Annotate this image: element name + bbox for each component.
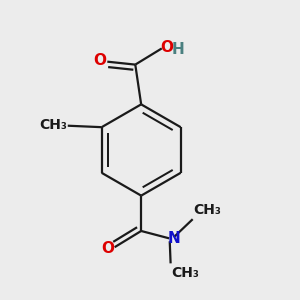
Text: CH₃: CH₃ <box>194 202 221 217</box>
Text: O: O <box>160 40 174 55</box>
Text: N: N <box>167 231 180 246</box>
Text: O: O <box>93 53 106 68</box>
Text: CH₃: CH₃ <box>39 118 67 132</box>
Text: CH₃: CH₃ <box>172 266 200 280</box>
Text: O: O <box>101 241 114 256</box>
Text: H: H <box>171 42 184 57</box>
